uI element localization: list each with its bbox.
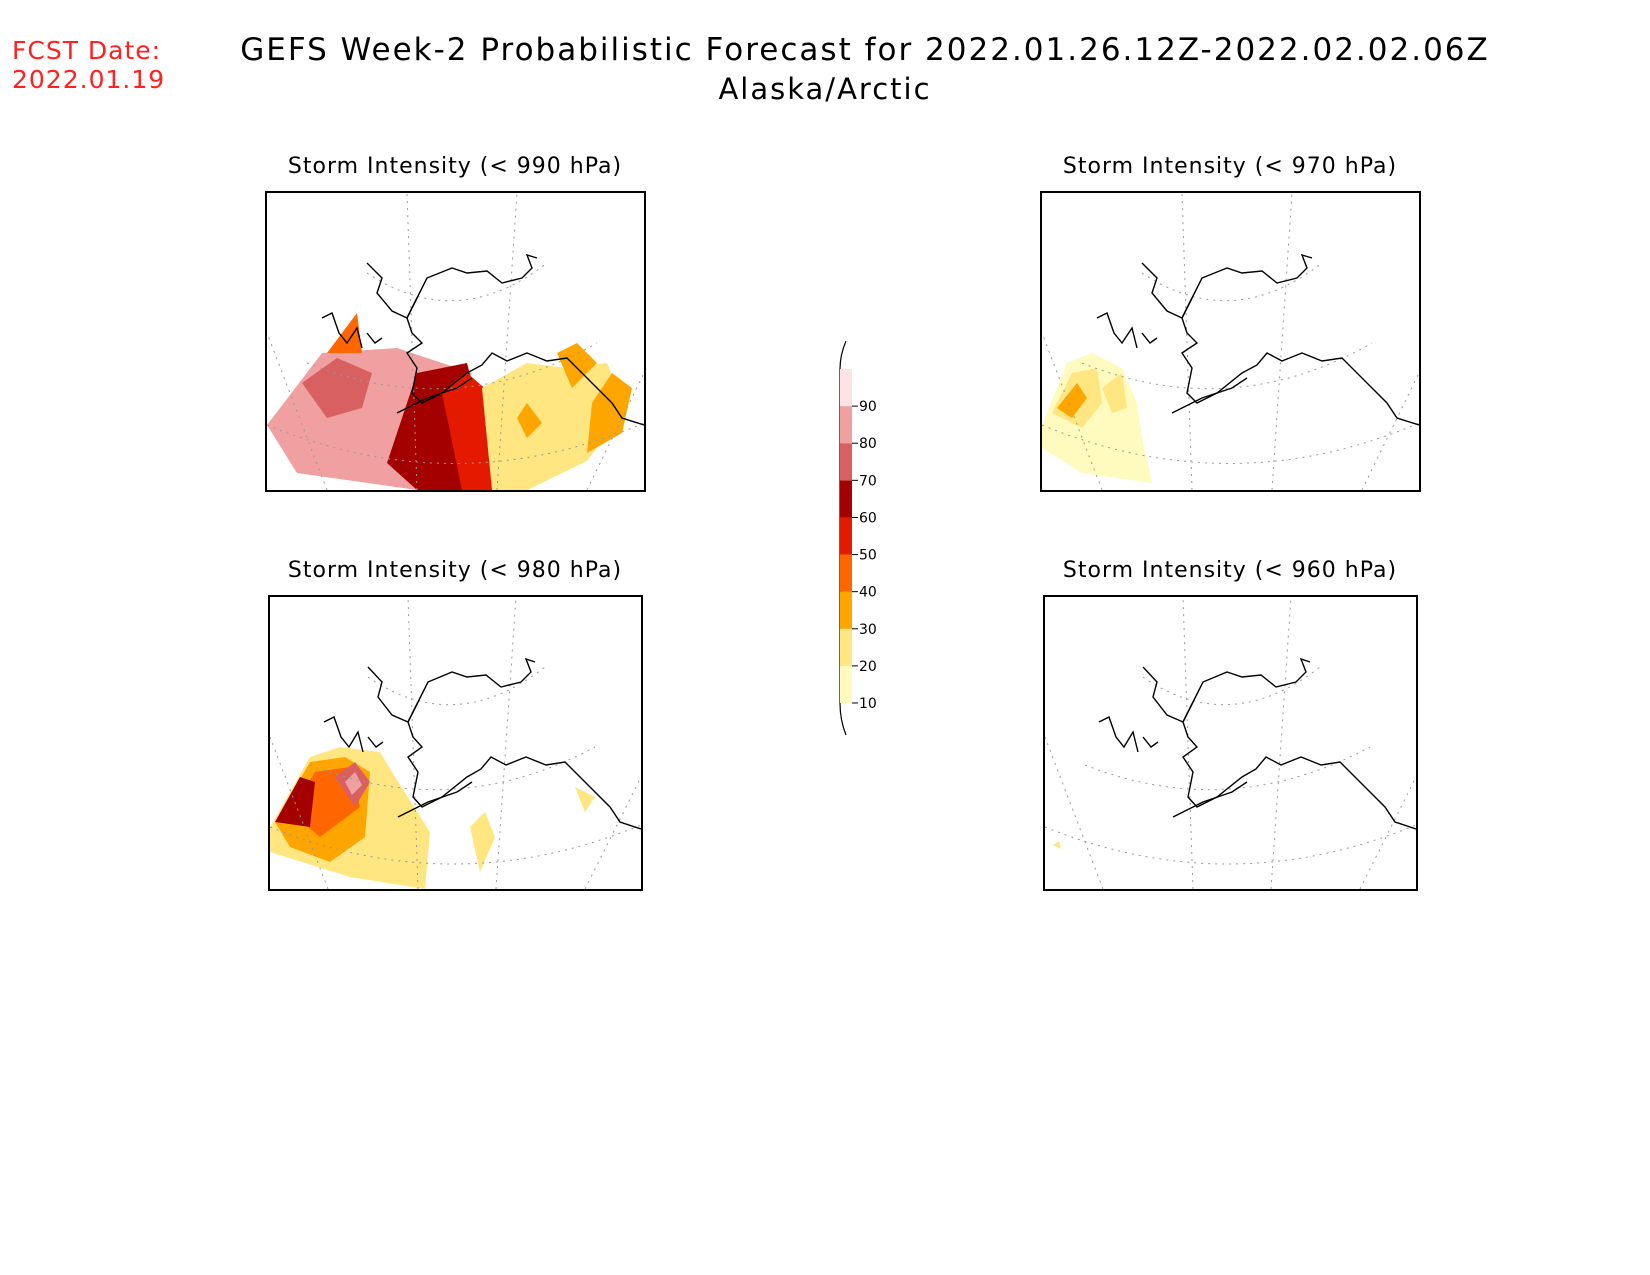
legend-swatch [840,369,852,407]
probability-shading-960 [1053,841,1061,849]
figure-title-block: GEFS Week-2 Probabilistic Forecast for 2… [0,32,1650,106]
probability-map-960 [1045,597,1416,889]
legend-label: 20 [859,659,877,675]
probability-shading-970 [1042,353,1152,483]
legend-label: 80 [859,436,877,452]
legend-swatch [840,665,852,703]
map-panel-980 [268,595,643,891]
map-panel-970 [1040,191,1421,492]
probability-shading-990 [267,313,632,490]
legend-swatch [840,554,852,592]
graticule-970 [1042,193,1419,490]
probability-map-970 [1042,193,1419,490]
legend-swatch [840,443,852,481]
legend-swatch [840,406,852,444]
legend-label: 10 [859,696,877,712]
legend-label: 30 [859,622,877,638]
legend-label: 50 [859,548,877,564]
legend-swatch [840,480,852,518]
figure-subtitle: Alaska/Arctic [718,72,932,106]
graticule-980 [270,597,641,889]
color-legend: 10 20 30 40 50 60 70 80 90 [830,335,920,745]
panel-title-960: Storm Intensity (< 960 hPa) [1062,558,1398,583]
panel-title-990: Storm Intensity (< 990 hPa) [287,154,623,179]
legend-label: 60 [859,510,877,526]
map-panel-990 [265,191,646,492]
legend-swatch [840,628,852,666]
coastline-980 [323,657,641,830]
probability-shading-980 [270,747,595,889]
fcst-date-label: FCST Date: [12,36,162,65]
forecast-date-block: FCST Date: 2022.01.19 [12,36,165,94]
graticule-990 [267,193,644,490]
legend-label: 90 [859,399,877,415]
legend-label: 70 [859,473,877,489]
fcst-date-value: 2022.01.19 [12,65,166,94]
coastline-960 [1098,657,1416,830]
graticule-960 [1045,597,1416,889]
panel-title-970: Storm Intensity (< 970 hPa) [1062,154,1398,179]
figure-title: GEFS Week-2 Probabilistic Forecast for 2… [240,32,1490,68]
panel-title-980: Storm Intensity (< 980 hPa) [287,558,623,583]
probability-map-990 [267,193,644,490]
legend-swatch [840,591,852,629]
coastline-990 [321,253,644,426]
coastline-970 [1096,253,1419,426]
legend-colorbar: 10 20 30 40 50 60 70 80 90 [839,340,877,736]
legend-swatch [840,517,852,555]
legend-label: 40 [859,585,877,601]
probability-map-980 [270,597,641,889]
map-panel-960 [1043,595,1418,891]
